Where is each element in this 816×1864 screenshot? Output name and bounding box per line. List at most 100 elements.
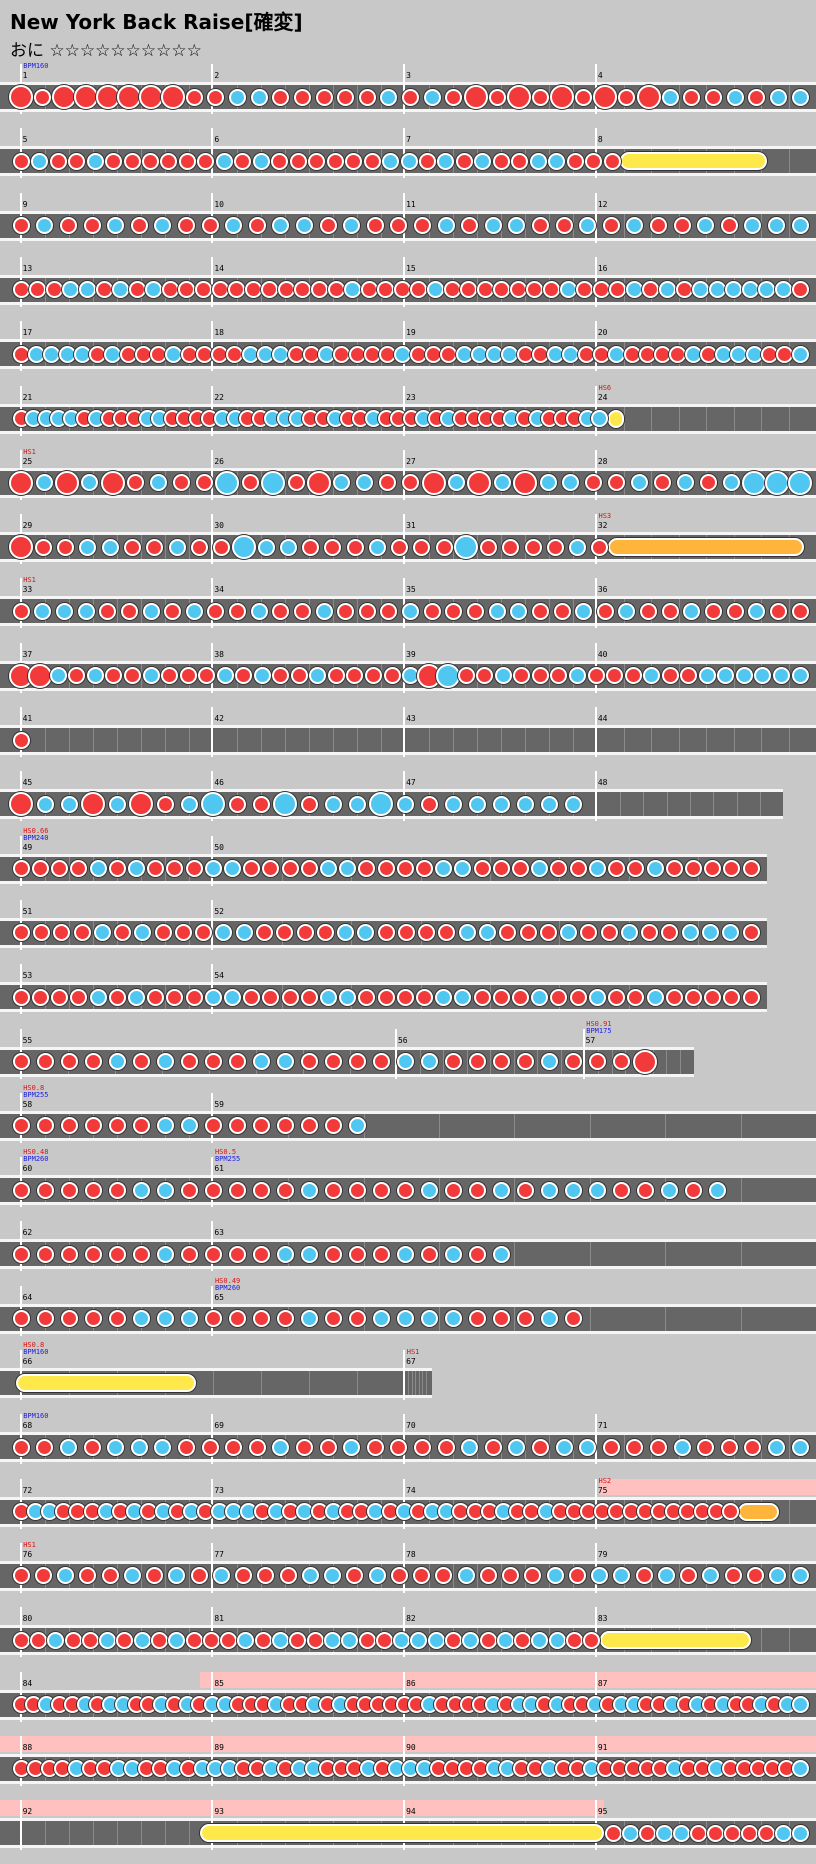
ka-note: [741, 281, 759, 299]
measure-number: 8: [597, 135, 603, 145]
ka-note: [112, 281, 130, 299]
measure-number: 15: [406, 263, 416, 273]
ka-note: [555, 1438, 573, 1456]
measure-number: 2: [214, 71, 220, 80]
ka-note: [104, 345, 122, 363]
don-note: [36, 1117, 54, 1135]
don-note: [627, 860, 645, 878]
measure-number: 57: [585, 1035, 596, 1045]
ka-note: [180, 1117, 198, 1135]
ka-note: [272, 217, 290, 235]
ka-note: [548, 1631, 566, 1649]
don-note: [603, 152, 621, 170]
don-note: [345, 152, 363, 170]
don-note: [468, 1181, 486, 1199]
ka-note: [333, 474, 351, 492]
don-note: [164, 602, 182, 620]
don-note: [499, 924, 517, 942]
beat-divider: [706, 406, 708, 431]
don-note: [12, 1438, 30, 1456]
don-note: [463, 85, 488, 109]
ka-note: [560, 924, 578, 942]
ka-note: [410, 1631, 428, 1649]
measure-number: 91: [597, 1742, 608, 1752]
barline: [403, 64, 406, 114]
measure-number: 89: [214, 1742, 224, 1752]
don-note: [81, 792, 106, 817]
ka-note: [458, 924, 476, 942]
beat-divider: [713, 792, 715, 817]
barline: [403, 642, 406, 693]
don-note: [185, 1631, 203, 1649]
ka-note: [568, 667, 586, 685]
barline: [211, 514, 214, 565]
ka-note: [225, 217, 243, 235]
don-note: [9, 470, 34, 495]
don-note: [300, 860, 318, 878]
don-note: [612, 1181, 630, 1199]
don-note: [123, 667, 141, 685]
don-note: [261, 281, 279, 299]
don-note: [413, 1438, 431, 1456]
don-note: [173, 474, 191, 492]
don-note: [742, 860, 760, 878]
don-note: [139, 85, 163, 109]
don-note: [207, 88, 225, 106]
difficulty-stars: おに ☆☆☆☆☆☆☆☆☆☆: [10, 41, 202, 61]
ka-note: [223, 860, 241, 878]
beat-divider: [165, 1821, 167, 1846]
beat-divider: [332, 85, 334, 109]
chart-row: 66 67 HS0.8 BPM160 HS1: [0, 1342, 433, 1414]
don-note: [379, 474, 397, 492]
beat-divider: [332, 599, 334, 624]
ka-note: [562, 474, 580, 492]
don-note: [319, 217, 337, 235]
don-note: [348, 1181, 366, 1199]
don-note: [479, 1567, 497, 1585]
beat-divider: [356, 1371, 358, 1395]
beat-divider: [740, 1178, 742, 1203]
ka-note: [708, 281, 726, 299]
don-note: [108, 860, 126, 878]
ka-note: [501, 345, 519, 363]
ka-note: [107, 1438, 125, 1456]
don-note: [438, 924, 456, 942]
beat-divider: [332, 470, 334, 495]
chart-row: 9 10 11 12: [0, 192, 816, 257]
ka-note: [657, 1567, 675, 1585]
don-note: [70, 860, 88, 878]
ka-note: [531, 988, 549, 1006]
ka-note: [343, 1438, 361, 1456]
measure-number: 74: [406, 1485, 416, 1495]
don-note: [624, 667, 642, 685]
barline: [594, 771, 597, 822]
barline: [403, 1350, 406, 1400]
don-note: [704, 88, 722, 106]
beat-divider: [548, 1435, 550, 1460]
don-note: [460, 281, 478, 299]
don-note: [445, 602, 463, 620]
don-note: [602, 217, 620, 235]
don-note: [198, 667, 216, 685]
don-note: [195, 474, 213, 492]
don-note: [675, 281, 693, 299]
don-note: [358, 602, 376, 620]
don-note: [293, 88, 311, 106]
don-note: [591, 538, 609, 556]
ka-note: [156, 1245, 174, 1263]
ka-note: [702, 1567, 720, 1585]
ka-note: [579, 1438, 597, 1456]
beat-divider: [420, 1049, 422, 1074]
bpm-label: BPM160: [23, 62, 49, 70]
don-note: [550, 860, 568, 878]
ka-note: [673, 1438, 691, 1456]
ka-note: [372, 1310, 390, 1328]
don-note: [302, 538, 320, 556]
ka-note: [58, 345, 76, 363]
ka-note: [744, 217, 762, 235]
beat-divider: [666, 1049, 668, 1074]
beat-divider: [524, 728, 526, 752]
beat-divider: [689, 792, 691, 817]
don-note: [324, 1117, 342, 1135]
ka-note: [625, 281, 643, 299]
